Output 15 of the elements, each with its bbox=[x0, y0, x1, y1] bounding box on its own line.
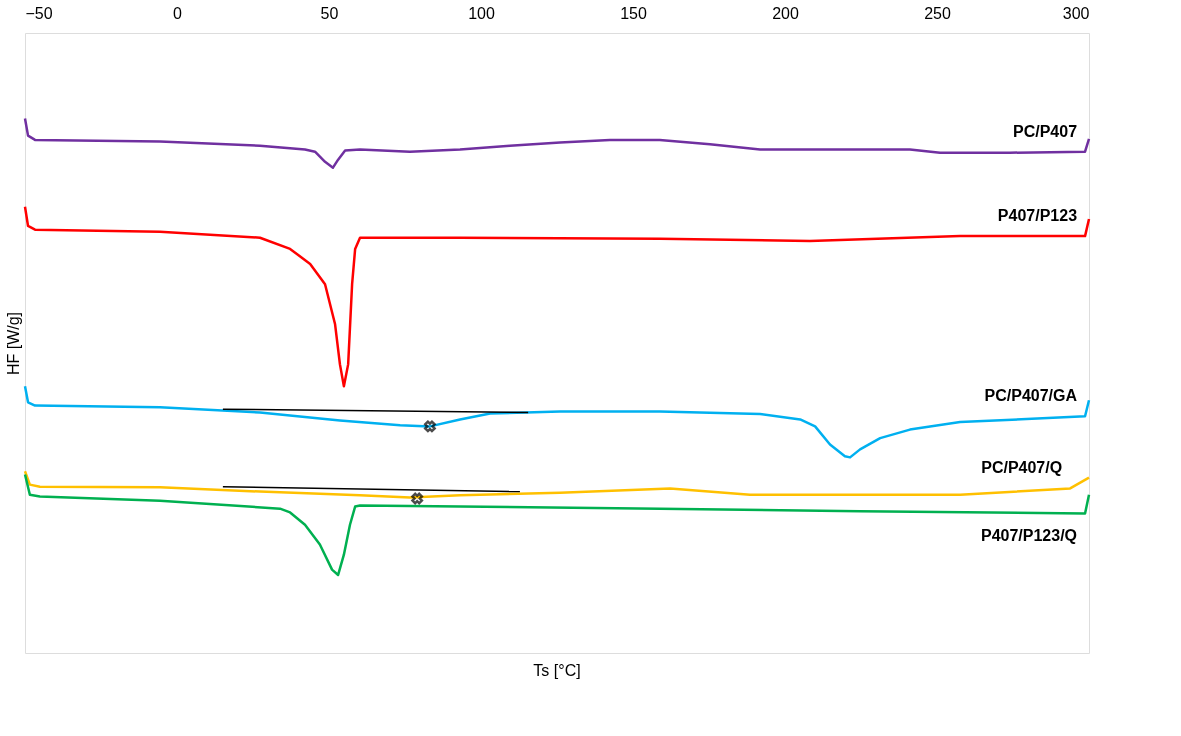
x-tick-label: 150 bbox=[620, 4, 647, 22]
y-axis-title: HF [W/g] bbox=[4, 311, 22, 376]
x-tick-label: 100 bbox=[468, 4, 495, 22]
series-label: PC/P407 bbox=[1013, 122, 1078, 140]
series-label: PC/P407/Q bbox=[981, 459, 1063, 477]
x-tick-label: 0 bbox=[173, 4, 183, 22]
x-axis-title: Ts [°C] bbox=[533, 662, 581, 679]
series-label: P407/P123/Q bbox=[980, 526, 1078, 544]
x-tick-label: 50 bbox=[320, 4, 339, 22]
series-label: P407/P123 bbox=[997, 207, 1078, 225]
x-tick-label: 200 bbox=[772, 4, 799, 22]
x-tick-label: 300 bbox=[1062, 4, 1090, 22]
x-tick-label: −50 bbox=[25, 4, 53, 22]
x-tick-label: 250 bbox=[924, 4, 951, 22]
series-label: PC/P407/GA bbox=[984, 387, 1078, 405]
